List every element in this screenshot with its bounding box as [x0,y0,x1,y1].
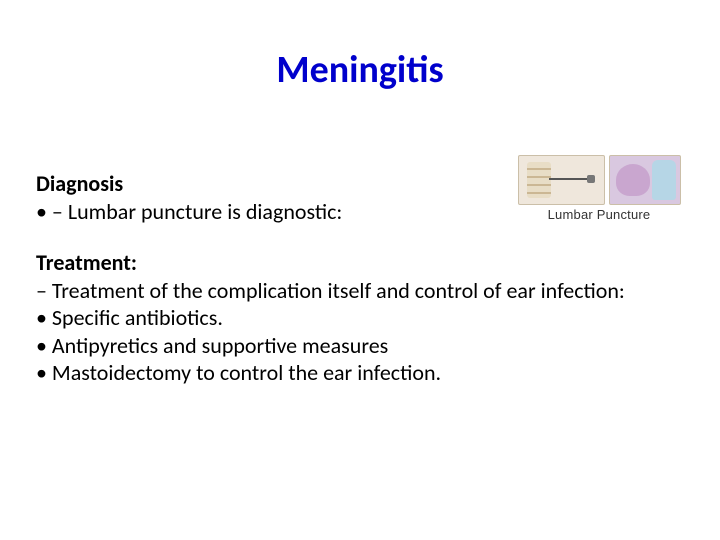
slide: Meningitis Lumbar Puncture Diagnosis • –… [0,0,720,540]
treatment-heading: Treatment: [36,249,684,277]
treatment-intro: – Treatment of the complication itself a… [36,277,684,305]
slide-title: Meningitis [0,47,720,93]
diagnosis-bullet: • – Lumbar puncture is diagnostic: [36,198,684,226]
body-content: Diagnosis • – Lumbar puncture is diagnos… [36,170,684,387]
diagnosis-heading: Diagnosis [36,170,684,198]
section-spacer [36,225,684,249]
treatment-bullet-2: • Antipyretics and supportive measures [36,332,684,360]
treatment-bullet-1: • Specific antibiotics. [36,304,684,332]
treatment-bullet-3: • Mastoidectomy to control the ear infec… [36,359,684,387]
